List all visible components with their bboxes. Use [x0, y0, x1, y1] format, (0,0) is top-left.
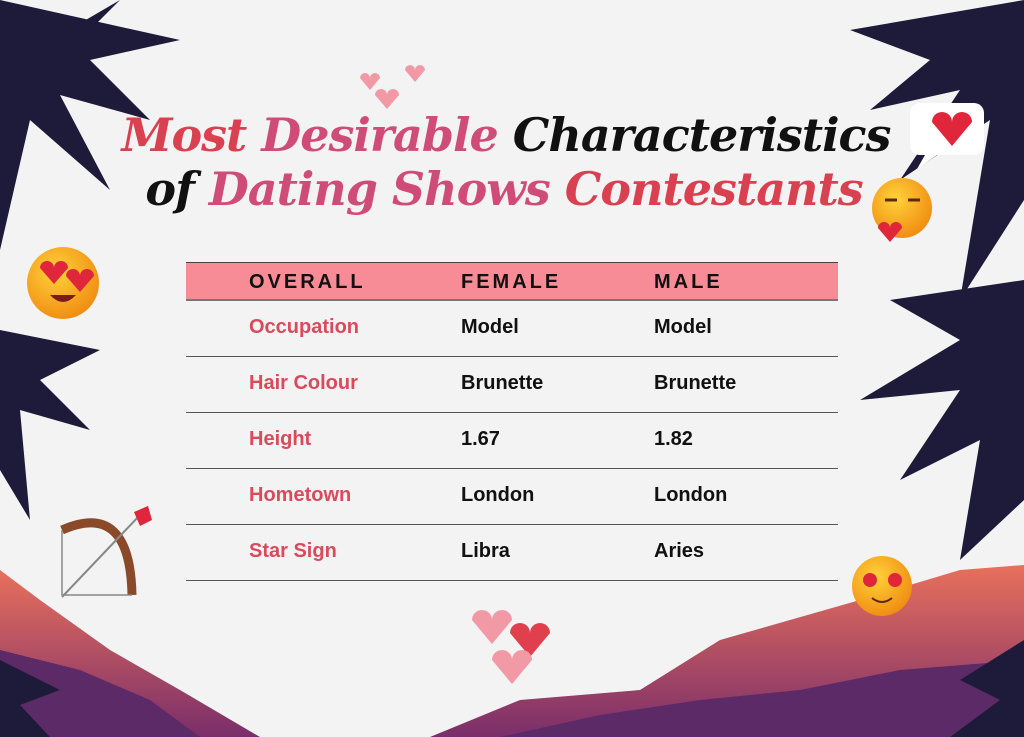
male-value: 1.82 [654, 428, 693, 450]
title-word: of [145, 162, 194, 216]
female-value: 1.67 [461, 428, 500, 450]
row-label: Star Sign [249, 540, 337, 562]
row-label: Hometown [249, 484, 352, 506]
male-value: Brunette [654, 372, 737, 394]
table-row: Star Sign Libra Aries [186, 525, 838, 581]
female-value: Model [461, 316, 519, 338]
table-row: Hometown London London [186, 469, 838, 525]
title-word: Desirable [261, 108, 498, 162]
table-header: OVERALL FEMALE MALE [186, 262, 838, 301]
female-value: Brunette [461, 372, 544, 394]
female-value: Libra [461, 540, 510, 562]
heart-eyes-emoji-icon [27, 247, 99, 319]
header-male: MALE [654, 271, 723, 293]
title-word: Dating Shows [208, 162, 551, 216]
characteristics-table: OVERALL FEMALE MALE Occupation Model Model… [186, 262, 838, 581]
row-label: Occupation [249, 316, 360, 338]
speech-bubble-heart-icon [910, 103, 984, 169]
title-word: Most [121, 108, 248, 162]
title-word: Contestants [564, 162, 864, 216]
title-word: Characteristics [512, 108, 892, 162]
title-line-1: Most Desirable Characteristics [0, 112, 1018, 158]
male-value: Aries [654, 540, 705, 562]
heart-icon [360, 65, 550, 684]
title-line-2: of Dating Shows Contestants [0, 166, 1016, 212]
male-value: London [654, 484, 728, 506]
header-female: FEMALE [461, 271, 562, 293]
row-label: Hair Colour [249, 372, 358, 394]
table-row: Height 1.67 1.82 [186, 413, 838, 469]
bow-arrow-icon [60, 506, 152, 598]
heart-eyes-emoji-icon [852, 556, 912, 616]
male-value: Model [654, 316, 712, 338]
header-overall: OVERALL [249, 271, 366, 293]
female-value: London [461, 484, 535, 506]
kiss-emoji-icon [872, 178, 932, 242]
table-row: Hair Colour Brunette Brunette [186, 357, 838, 413]
table-row: Occupation Model Model [186, 301, 838, 357]
row-label: Height [249, 428, 312, 450]
